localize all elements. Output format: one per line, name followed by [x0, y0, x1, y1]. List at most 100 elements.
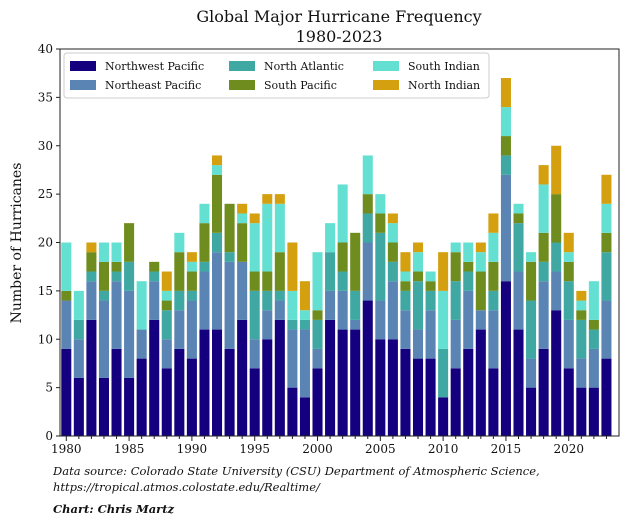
- source-line-1: Data source: Colorado State University (…: [53, 464, 540, 478]
- bar-north-atlantic-2018: [538, 261, 549, 282]
- bar-north-indian-2013: [475, 242, 486, 253]
- bar-south-indian-1997: [274, 203, 285, 253]
- bar-northwest-pacific-1993: [224, 348, 235, 436]
- x-tick-label-2015: 2015: [491, 442, 522, 456]
- bar-south-indian-1980: [61, 242, 72, 291]
- bar-south-indian-1989: [174, 232, 185, 253]
- bar-northeast-pacific-2016: [513, 271, 524, 330]
- bar-northwest-pacific-2016: [513, 329, 524, 436]
- legend-label-northwest-pacific: Northwest Pacific: [105, 60, 204, 73]
- bar-south-pacific-1987: [149, 261, 160, 272]
- bar-northwest-pacific-2007: [400, 348, 411, 436]
- x-tick-label-2010: 2010: [428, 442, 459, 456]
- bar-south-pacific-2007: [400, 281, 411, 291]
- bar-north-atlantic-2003: [350, 290, 361, 320]
- bar-northeast-pacific-1988: [161, 339, 172, 369]
- bar-south-pacific-2000: [312, 310, 323, 320]
- bar-south-pacific-1994: [237, 223, 248, 262]
- bar-north-indian-1990: [186, 252, 197, 262]
- bar-south-pacific-2018: [538, 232, 549, 262]
- y-axis: 0 5 10 15 20 25 30 35 40: [38, 42, 60, 443]
- bar-northwest-pacific-1992: [212, 329, 223, 436]
- bar-south-indian-2013: [475, 252, 486, 272]
- bar-northeast-pacific-2013: [475, 310, 486, 330]
- legend-swatch-northeast-pacific: [70, 80, 96, 90]
- bar-south-pacific-1984: [111, 261, 122, 272]
- bar-north-atlantic-2009: [425, 290, 436, 311]
- bar-northwest-pacific-1984: [111, 348, 122, 436]
- bar-north-atlantic-2015: [500, 155, 511, 175]
- y-tick-label-20: 20: [38, 236, 53, 250]
- data-source-note: Data source: Colorado State University (…: [53, 463, 540, 495]
- bar-south-indian-2012: [463, 242, 474, 262]
- bar-northeast-pacific-1980: [61, 300, 72, 349]
- bar-northeast-pacific-2004: [362, 242, 373, 301]
- bar-northeast-pacific-2011: [450, 319, 461, 369]
- bar-south-indian-1992: [212, 165, 223, 175]
- bar-northwest-pacific-2010: [438, 397, 449, 436]
- bar-northeast-pacific-2008: [412, 329, 424, 359]
- bar-south-indian-1983: [98, 242, 109, 262]
- bar-south-pacific-1983: [98, 261, 109, 291]
- bar-northeast-pacific-2003: [350, 319, 361, 330]
- bar-north-indian-2008: [412, 242, 424, 253]
- bar-northwest-pacific-2005: [375, 339, 386, 436]
- bar-northeast-pacific-1992: [212, 252, 223, 330]
- bar-north-atlantic-1997: [274, 290, 285, 301]
- chart-credit: Chart: Chris Martz: [53, 502, 175, 516]
- bar-north-atlantic-2016: [513, 223, 524, 272]
- bar-northeast-pacific-1998: [287, 329, 298, 388]
- bar-north-atlantic-1990: [186, 290, 197, 301]
- bar-northwest-pacific-1988: [161, 368, 172, 436]
- chart-title: Global Major Hurricane Frequency: [196, 7, 481, 26]
- bar-north-atlantic-2011: [450, 281, 461, 320]
- bar-northeast-pacific-1981: [73, 339, 84, 378]
- bars-group: [61, 78, 612, 437]
- y-axis-label: Number of Hurricanes: [9, 163, 25, 324]
- bar-south-pacific-2005: [375, 213, 386, 233]
- bar-south-pacific-2009: [425, 281, 436, 291]
- source-line-2: https://tropical.atmos.colostate.edu/Rea…: [53, 480, 320, 494]
- bar-northwest-pacific-2017: [526, 387, 537, 437]
- bar-south-pacific-2008: [412, 271, 424, 282]
- bar-south-indian-1984: [111, 242, 122, 262]
- legend-swatch-northwest-pacific: [70, 61, 96, 71]
- bar-south-indian-2006: [387, 223, 398, 243]
- bar-south-pacific-2006: [387, 242, 398, 262]
- x-axis: 1980 1985 1990 1995 2000 2005 2010 2015 2020: [51, 436, 607, 456]
- bar-north-atlantic-1988: [161, 310, 172, 340]
- bar-north-atlantic-2017: [526, 300, 537, 359]
- bar-south-indian-1995: [249, 223, 260, 272]
- bar-north-atlantic-2021: [576, 319, 587, 359]
- bar-northwest-pacific-1995: [249, 368, 260, 436]
- bar-northeast-pacific-1982: [86, 281, 97, 320]
- bar-northeast-pacific-2021: [576, 358, 587, 388]
- bar-north-indian-2023: [601, 174, 612, 204]
- bar-northeast-pacific-1989: [174, 310, 185, 349]
- bar-south-indian-1994: [237, 213, 248, 224]
- bar-northwest-pacific-2003: [350, 329, 361, 436]
- bar-south-pacific-2016: [513, 213, 524, 224]
- bar-north-indian-2007: [400, 252, 411, 272]
- bar-northwest-pacific-2011: [450, 368, 461, 436]
- bar-north-indian-2010: [438, 252, 449, 291]
- bar-north-indian-1998: [287, 242, 298, 291]
- bar-north-atlantic-1992: [212, 232, 223, 253]
- bar-south-pacific-2014: [488, 261, 499, 291]
- bar-northeast-pacific-2001: [325, 290, 336, 320]
- bar-north-atlantic-2004: [362, 213, 373, 243]
- bar-northeast-pacific-1997: [274, 300, 285, 320]
- bar-north-indian-1996: [262, 194, 273, 204]
- bar-northwest-pacific-2018: [538, 348, 549, 436]
- bar-south-pacific-1988: [161, 300, 172, 311]
- bar-south-indian-1986: [136, 281, 147, 330]
- bar-south-pacific-2023: [601, 232, 612, 253]
- bar-north-atlantic-1985: [124, 261, 135, 291]
- bar-south-pacific-2017: [526, 261, 537, 301]
- bar-north-indian-1982: [86, 242, 97, 253]
- bar-north-atlantic-1989: [174, 290, 185, 311]
- y-tick-label-35: 35: [38, 90, 53, 104]
- bar-south-indian-1988: [161, 290, 172, 301]
- bar-north-indian-2006: [387, 213, 398, 224]
- bar-northeast-pacific-1993: [224, 261, 235, 349]
